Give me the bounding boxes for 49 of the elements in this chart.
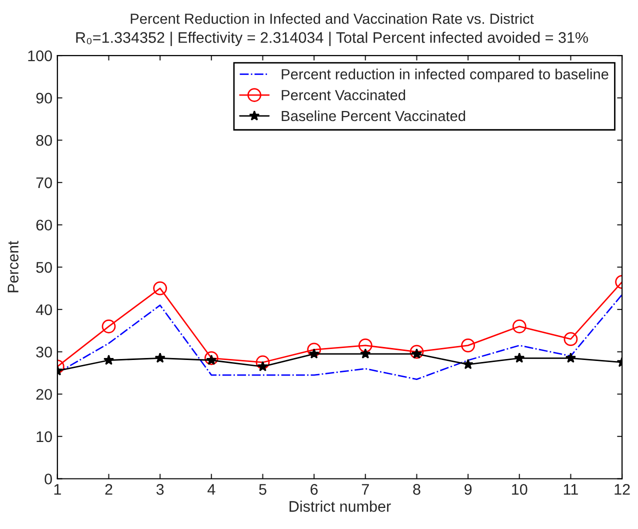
- x-tick-label: 7: [362, 484, 369, 495]
- x-tick-label: 10: [512, 484, 528, 495]
- y-tick-label: 0: [44, 474, 52, 484]
- y-tick-label: 20: [36, 388, 52, 400]
- point: [153, 281, 168, 296]
- y-tick-label: 80: [36, 135, 52, 146]
- chart-title: Percent Reduction in Infected and Vaccination Rate vs. District: [130, 13, 534, 24]
- y-tick-label: 70: [36, 177, 52, 188]
- point: [564, 332, 578, 346]
- x-tick-label: 4: [208, 484, 216, 495]
- point: [154, 352, 166, 363]
- y-axis-title: Percent: [8, 240, 18, 292]
- x-tick-label: 9: [464, 484, 472, 495]
- point: [103, 354, 114, 365]
- x-axis-title: District number: [290, 500, 391, 512]
- legend-label: Baseline Percent Vaccinated: [282, 110, 466, 122]
- x-tick-label: 11: [564, 484, 578, 495]
- legend-label: Percent reduction in infected compared to baseline: [282, 68, 608, 82]
- x-tick-label: 5: [259, 484, 266, 495]
- point: [462, 358, 474, 370]
- y-tick-label: 90: [36, 92, 52, 104]
- x-tick-label: 12: [614, 484, 630, 495]
- y-tick-label: 40: [36, 304, 52, 316]
- point: [411, 348, 422, 359]
- y-tick-label: 30: [36, 346, 52, 358]
- x-tick-label: 6: [310, 484, 318, 495]
- x-tick-label: 2: [105, 484, 112, 495]
- point: [358, 338, 372, 352]
- x-tick-label: 3: [156, 484, 164, 495]
- point: [461, 338, 476, 352]
- point: [102, 319, 116, 334]
- y-tick-label: 100: [28, 50, 52, 62]
- point: [360, 348, 371, 359]
- x-tick-label: 1: [54, 484, 61, 495]
- point: [257, 361, 268, 372]
- y-tick-label: 50: [36, 262, 52, 273]
- point: [204, 351, 218, 366]
- point: [256, 355, 270, 370]
- legend-label: Percent Vaccinated: [282, 90, 406, 100]
- x-tick-label: 8: [413, 484, 420, 495]
- chart-subtitle: R₀=1.334352 | Effectivity = 2.314034 | Total Percent infected avoided = 31%: [76, 32, 588, 46]
- point: [308, 348, 320, 359]
- point: [512, 319, 526, 334]
- point: [514, 352, 525, 363]
- y-tick-label: 60: [36, 220, 52, 231]
- y-tick-label: 10: [36, 431, 52, 442]
- point: [565, 352, 576, 363]
- point: [410, 344, 424, 359]
- point: [307, 342, 322, 357]
